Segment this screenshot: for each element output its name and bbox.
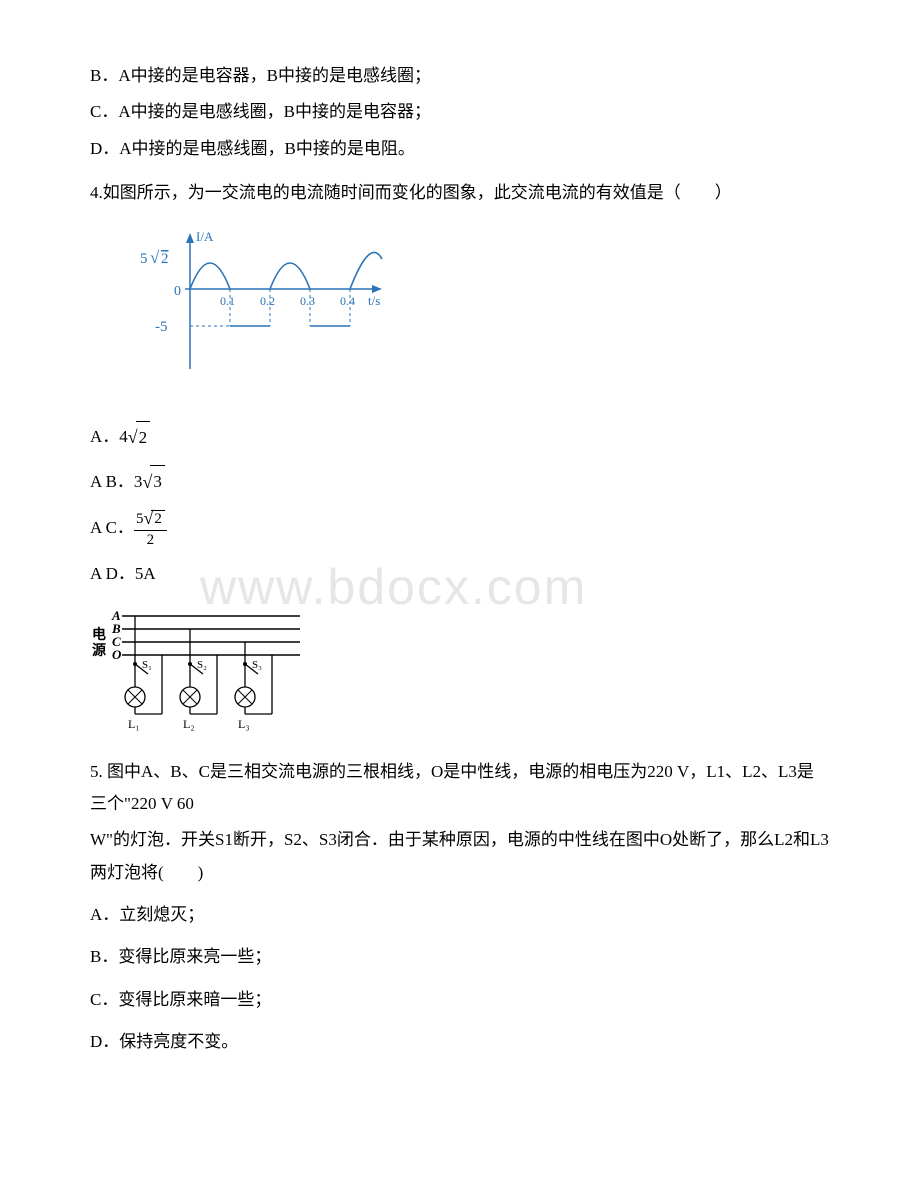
svg-text:5: 5	[140, 251, 148, 267]
svg-text:S₂: S₂	[197, 659, 207, 671]
q4-option-a-prefix: A．4	[90, 421, 128, 453]
svg-text:L₂: L₂	[183, 717, 195, 731]
svg-text:0.4: 0.4	[340, 294, 355, 308]
q4-option-c-den: 2	[147, 532, 155, 549]
q4-option-c: A C． 5 √2 2	[90, 509, 830, 548]
q4-waveform-chart: 5 √ 2 0 -5 I/A t/s 0.1 0.2 0.3	[130, 229, 830, 390]
q5-option-a: A．立刻熄灭；	[90, 899, 830, 931]
svg-text:0.2: 0.2	[260, 294, 275, 308]
svg-text:S₁: S₁	[142, 659, 152, 671]
svg-text:源: 源	[92, 642, 106, 659]
svg-text:2: 2	[161, 251, 169, 267]
svg-text:0.3: 0.3	[300, 294, 315, 308]
q4-option-b-sqrt: 3	[150, 465, 165, 498]
q5-option-d: D．保持亮度不变。	[90, 1026, 830, 1058]
q4-option-b: A B．3 √3	[90, 465, 830, 499]
svg-text:L₃: L₃	[238, 717, 250, 731]
svg-text:√: √	[150, 248, 160, 267]
q4-option-b-prefix: A B．3	[90, 466, 142, 498]
svg-text:0: 0	[174, 284, 181, 299]
q4-option-a: A．4 √2	[90, 420, 830, 454]
svg-text:L₁: L₁	[128, 717, 140, 731]
question-4-text: 4.如图所示，为一交流电的电流随时间而变化的图象，此交流电流的有效值是（ ）	[90, 177, 830, 209]
svg-text:0.1: 0.1	[220, 294, 235, 308]
option-b-text: B．A中接的是电容器，B中接的是电感线圈；	[90, 60, 830, 92]
q4-option-c-sqrt: 2	[151, 510, 165, 528]
svg-text:O: O	[112, 647, 122, 662]
question-5-text-1: 5. 图中A、B、C是三相交流电源的三根相线，O是中性线，电源的相电压为220 …	[90, 756, 830, 821]
q4-option-d: A D．5A	[90, 558, 830, 590]
q4-option-c-coef: 5	[136, 511, 144, 528]
question-5-text-2: W"的灯泡．开关S1断开，S2、S3闭合．由于某种原因，电源的中性线在图中O处断…	[90, 824, 830, 889]
svg-text:I/A: I/A	[196, 229, 214, 244]
q5-option-b: B．变得比原来亮一些；	[90, 941, 830, 973]
q4-option-c-prefix: A C．	[90, 512, 134, 544]
option-c-text: C．A中接的是电感线圈，B中接的是电容器；	[90, 96, 830, 128]
svg-text:S₃: S₃	[252, 659, 262, 671]
option-d-text: D．A中接的是电感线圈，B中接的是电阻。	[90, 133, 830, 165]
svg-text:电: 电	[92, 626, 106, 643]
q4-option-a-sqrt: 2	[136, 421, 151, 454]
svg-text:t/s: t/s	[368, 293, 380, 308]
q5-option-c: C．变得比原来暗一些；	[90, 984, 830, 1016]
q5-circuit-diagram: 电 源 A B C O S₁ L₁	[90, 602, 830, 743]
svg-text:-5: -5	[155, 319, 168, 335]
